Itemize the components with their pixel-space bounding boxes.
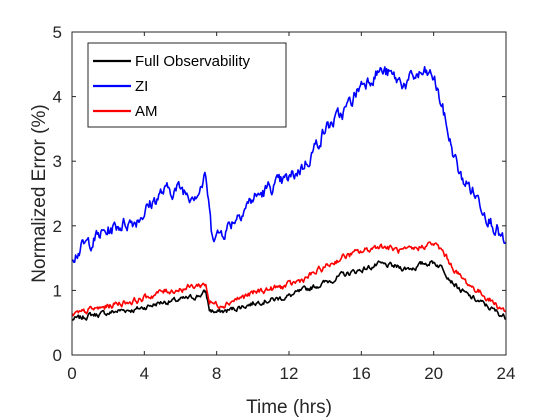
series-line-0 <box>71 260 507 321</box>
x-tick-label: 12 <box>280 364 299 383</box>
y-tick-label: 0 <box>53 346 62 365</box>
y-tick-label: 1 <box>53 281 62 300</box>
x-tick-label: 20 <box>424 364 443 383</box>
x-tick-label: 24 <box>497 364 516 383</box>
y-axis-label: Normalized Error (%) <box>29 104 50 282</box>
x-tick-label: 4 <box>140 364 149 383</box>
y-tick-label: 2 <box>53 217 62 236</box>
x-axis-label: Time (hrs) <box>246 397 332 418</box>
legend-label-1: ZI <box>135 78 148 95</box>
y-tick-label: 5 <box>53 23 62 42</box>
series-layer <box>71 66 507 321</box>
series-line-1 <box>71 66 507 264</box>
y-axis: 0 1 2 3 4 5 <box>53 23 506 365</box>
x-tick-label: 16 <box>352 364 371 383</box>
y-tick-label: 4 <box>53 88 62 107</box>
series-line-2 <box>71 241 507 317</box>
x-tick-label: 8 <box>212 364 221 383</box>
x-axis: 0 4 8 12 16 20 24 <box>67 32 515 383</box>
legend-label-2: AM <box>135 103 158 120</box>
x-tick-label: 0 <box>67 364 76 383</box>
y-tick-label: 3 <box>53 152 62 171</box>
legend: Full Observability ZI AM <box>87 42 287 128</box>
legend-label-0: Full Observability <box>135 53 251 70</box>
